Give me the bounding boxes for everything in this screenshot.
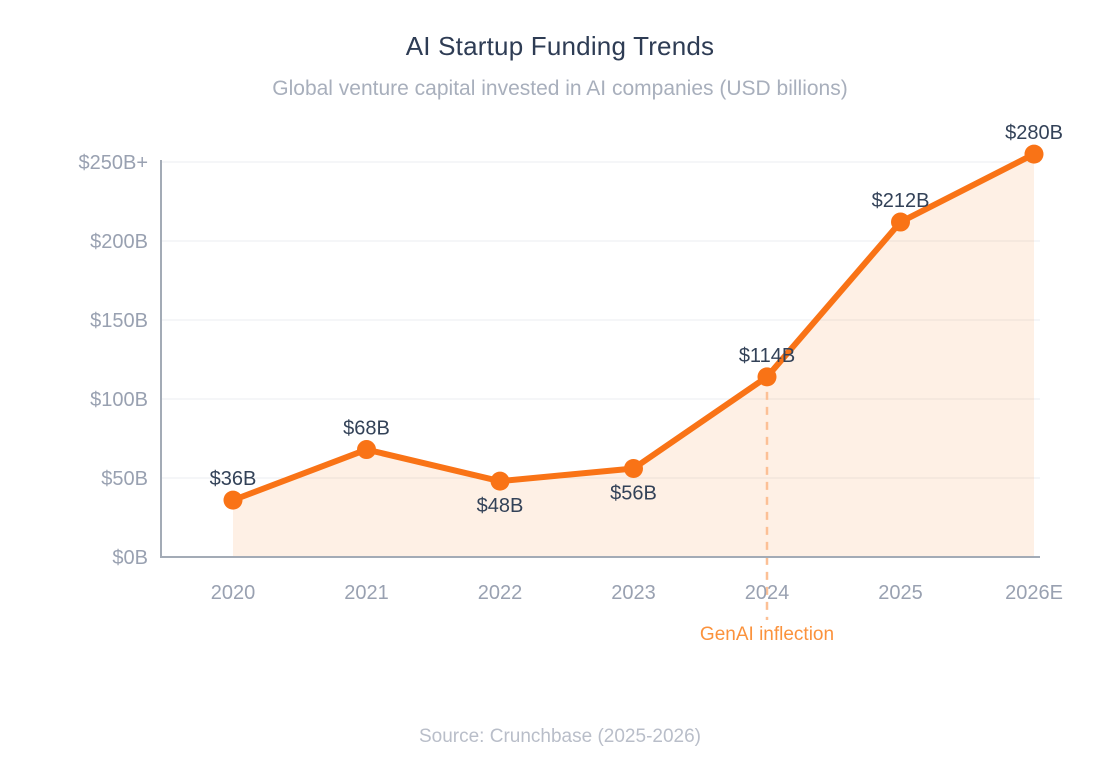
data-point-label: $36B bbox=[210, 468, 257, 490]
x-axis-tick-label: 2020 bbox=[211, 582, 256, 604]
data-point bbox=[624, 459, 643, 479]
x-axis-tick-label: 2021 bbox=[344, 582, 389, 604]
data-point-label: $56B bbox=[610, 483, 657, 505]
chart-title: AI Startup Funding Trends bbox=[405, 31, 715, 61]
series-area-fill bbox=[233, 154, 1034, 557]
chart-subtitle: Global venture capital invested in AI co… bbox=[272, 77, 848, 100]
data-point bbox=[891, 212, 910, 232]
y-axis-tick-label: $250B+ bbox=[78, 152, 148, 174]
data-point bbox=[223, 490, 243, 510]
data-point bbox=[490, 471, 510, 491]
x-axis-tick-label: 2025 bbox=[878, 582, 923, 604]
y-axis-tick-label: $0B bbox=[112, 547, 148, 569]
y-axis-tick-label: $100B bbox=[90, 389, 148, 411]
data-point-label: $48B bbox=[477, 495, 524, 517]
x-axis-tick-label: 2023 bbox=[611, 582, 656, 604]
data-point-label: $212B bbox=[872, 190, 930, 212]
data-point bbox=[1024, 144, 1044, 164]
x-axis-tick-label: 2024 bbox=[745, 582, 790, 604]
data-point-label: $114B bbox=[739, 345, 795, 367]
source-note: Source: Crunchbase (2025-2026) bbox=[418, 726, 701, 747]
data-point bbox=[757, 367, 777, 387]
y-axis-tick-label: $150B bbox=[90, 310, 148, 332]
annotation-label: GenAI inflection bbox=[700, 624, 834, 645]
y-axis-tick-label: $200B bbox=[90, 231, 148, 253]
y-axis-tick-label: $50B bbox=[101, 468, 148, 490]
data-point bbox=[357, 440, 376, 460]
x-axis-tick-label: 2026E bbox=[1005, 582, 1063, 604]
x-axis-tick-label: 2022 bbox=[478, 582, 523, 604]
data-point-label: $280B bbox=[1005, 122, 1063, 144]
data-point-label: $68B bbox=[343, 418, 390, 440]
